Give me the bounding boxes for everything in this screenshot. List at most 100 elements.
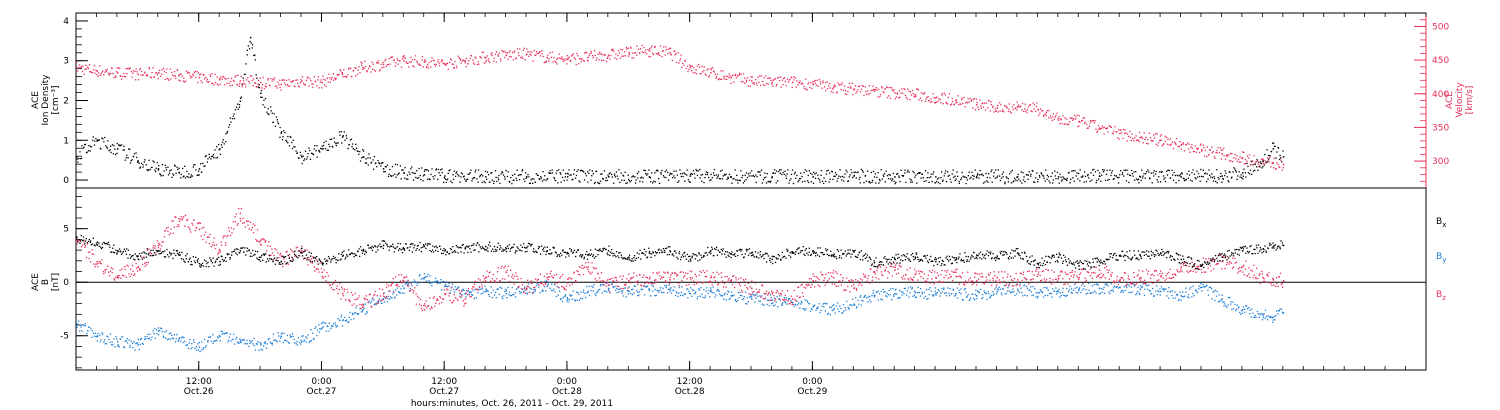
by-series-point <box>795 304 797 306</box>
by-series-point <box>822 303 824 305</box>
density-series-point <box>482 175 484 177</box>
bz-series-point <box>506 269 508 271</box>
by-series-point <box>891 299 893 301</box>
by-series-point <box>823 302 825 304</box>
velocity-series-point <box>1239 156 1241 158</box>
by-series-point <box>574 299 576 301</box>
by-series-point <box>944 292 946 294</box>
density-series-point <box>597 181 599 184</box>
by-series-point <box>1226 306 1228 308</box>
bz-series-point <box>144 265 146 267</box>
by-series-point <box>327 325 329 328</box>
velocity-series-point <box>1102 127 1104 129</box>
density-series-point <box>394 173 396 175</box>
density-series-point <box>272 121 274 123</box>
velocity-series-point <box>1078 115 1080 117</box>
by-series-point <box>771 302 773 305</box>
by-series-point <box>169 338 172 340</box>
velocity-series-point <box>693 67 695 69</box>
by-series-anchor <box>607 287 610 290</box>
bz-series-point <box>530 282 532 284</box>
by-series-point <box>545 290 547 292</box>
by-series-point <box>474 288 476 290</box>
density-series-point <box>1251 173 1253 175</box>
by-series-point <box>541 290 543 292</box>
velocity-series-point <box>440 61 442 63</box>
velocity-series-point <box>89 71 91 73</box>
by-series-point <box>1051 296 1053 298</box>
bz-series-point <box>434 305 436 307</box>
density-series-point <box>114 148 116 150</box>
density-series-point <box>419 174 421 177</box>
density-series-point <box>358 153 360 155</box>
by-series-point <box>961 298 964 301</box>
density-series-point <box>263 99 265 101</box>
velocity-series-point <box>479 56 481 58</box>
by-series-point <box>898 297 900 299</box>
by-series-point <box>774 304 776 306</box>
bz-series-point <box>504 278 506 280</box>
velocity-series-point <box>669 47 671 50</box>
velocity-series-point <box>1150 139 1152 142</box>
by-series-anchor <box>832 309 835 311</box>
bz-series-point <box>454 297 456 299</box>
velocity-series-point <box>1241 157 1243 160</box>
bz-series-point <box>446 288 448 290</box>
density-series-point <box>462 176 465 178</box>
velocity-series-point <box>908 90 910 92</box>
bz-series-point <box>443 289 445 291</box>
bz-series-point <box>486 270 488 272</box>
velocity-series-point <box>787 81 790 83</box>
bz-series-point <box>493 279 496 282</box>
by-series-point <box>271 344 273 346</box>
density-series-point <box>160 175 162 177</box>
velocity-series-point <box>980 107 982 109</box>
density-series-point <box>449 169 451 171</box>
by-series-point <box>1047 289 1049 291</box>
velocity-series-point <box>454 60 456 63</box>
by-series-point <box>727 290 729 292</box>
by-series-point <box>938 290 940 292</box>
by-series-point <box>1087 282 1090 284</box>
velocity-series-point <box>371 61 373 63</box>
density-series-point <box>1110 172 1113 174</box>
by-series-point <box>278 335 280 337</box>
density-series-point <box>813 171 815 174</box>
bz-series-point <box>474 280 476 283</box>
velocity-series-point <box>1054 116 1056 118</box>
velocity-series-point <box>191 76 193 78</box>
velocity-series-point <box>897 97 900 99</box>
bz-series-point <box>319 262 321 264</box>
by-series-point <box>352 313 354 316</box>
velocity-series-point <box>279 86 281 89</box>
bz-series-point <box>110 267 113 269</box>
by-series-point <box>1182 291 1184 293</box>
velocity-series-point <box>182 80 185 82</box>
velocity-series-point <box>1041 110 1043 112</box>
by-series-point <box>969 299 971 301</box>
bz-series-point <box>479 285 481 288</box>
density-series-point <box>803 171 805 174</box>
by-series-point <box>400 288 402 290</box>
density-series-point <box>184 165 186 167</box>
bz-series-point <box>453 299 455 302</box>
velocity-series-point <box>664 54 666 56</box>
by-series-point <box>562 297 564 299</box>
velocity-series-point <box>670 54 673 56</box>
by-series-anchor <box>1160 290 1162 293</box>
density-series-point <box>90 146 93 148</box>
by-series-point <box>264 341 267 343</box>
by-series-point <box>1151 292 1153 295</box>
density-series-point <box>118 144 120 146</box>
by-series-anchor <box>730 295 732 297</box>
density-series-point <box>719 178 721 180</box>
velocity-series-point <box>674 50 676 52</box>
velocity-series-point <box>1082 117 1084 119</box>
by-series-point <box>422 277 424 280</box>
by-series-point <box>1158 291 1160 293</box>
velocity-series-point <box>1169 138 1171 140</box>
velocity-series-point <box>813 80 815 83</box>
velocity-series-point <box>571 55 573 57</box>
velocity-series-point <box>814 79 816 82</box>
by-series-point <box>1180 299 1182 302</box>
